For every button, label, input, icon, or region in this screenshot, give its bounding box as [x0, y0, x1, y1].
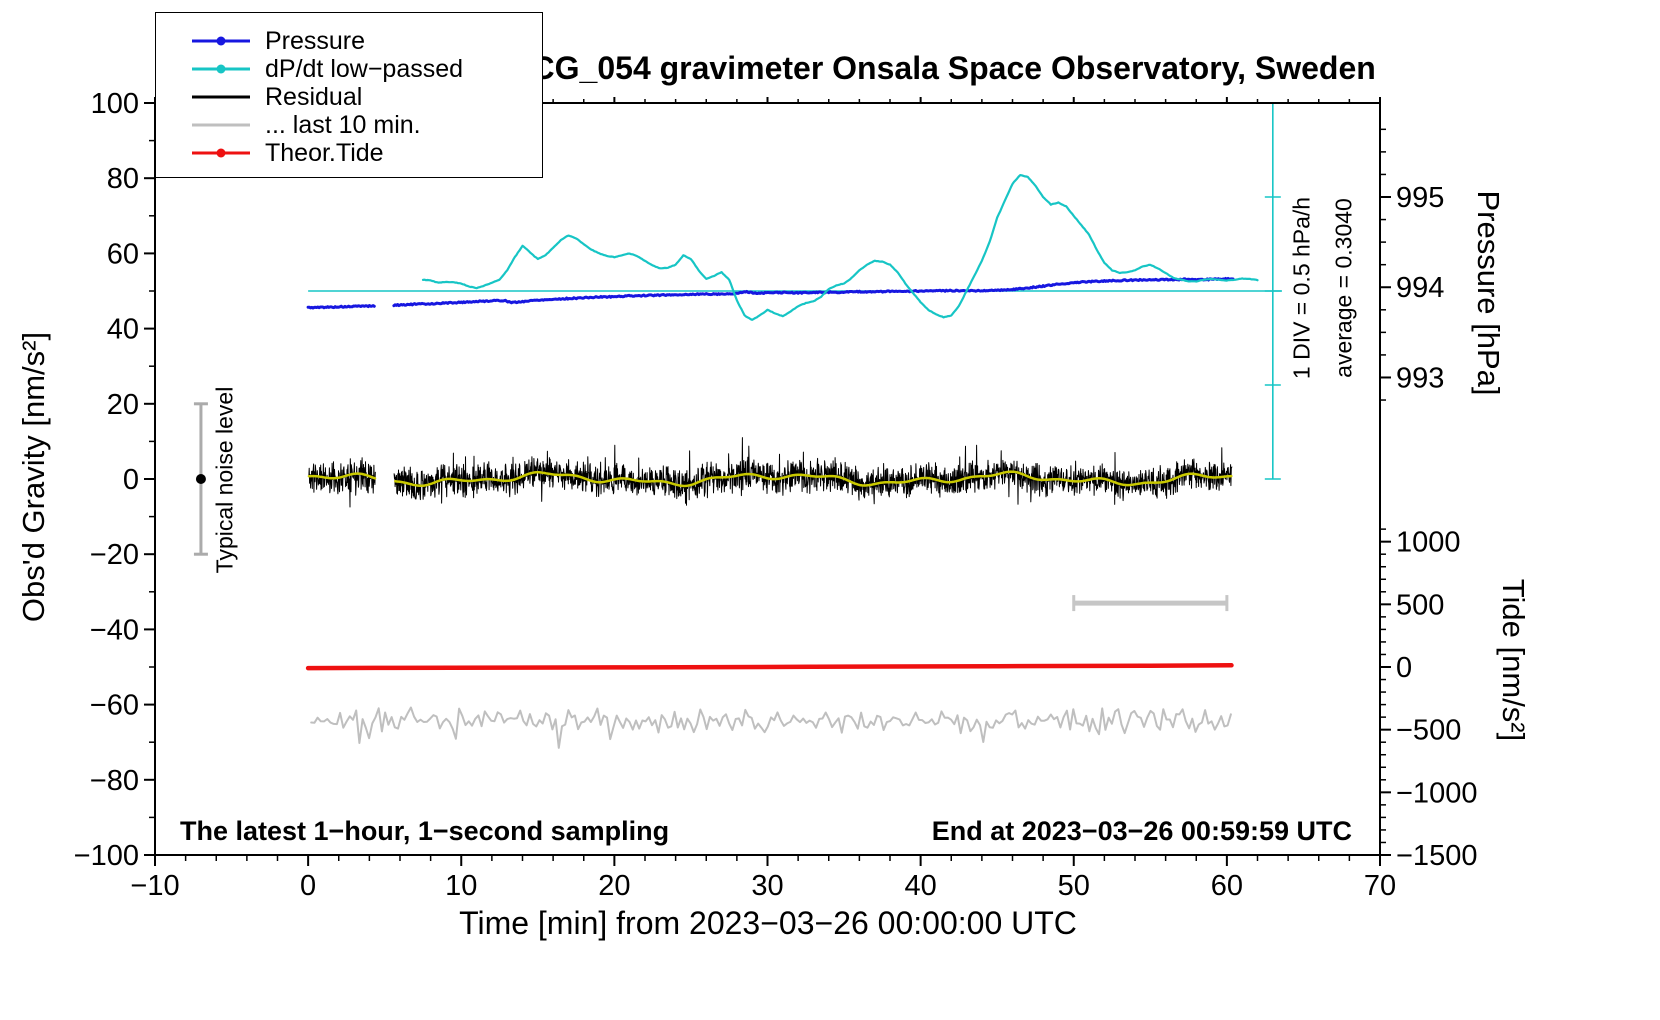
gravity-tick-label: 0 [123, 464, 139, 496]
legend-label: Residual [265, 82, 363, 111]
theortide-line-icon [192, 148, 250, 158]
noise-level-dot [195, 474, 206, 484]
pressure-tick-label: 993 [1396, 362, 1444, 394]
gravity-tick-label: −60 [90, 690, 139, 722]
pressure-axis-label: Pressure [hPa] [1471, 190, 1506, 396]
x-tick-label: 10 [445, 870, 477, 902]
x-tick-label: 70 [1364, 870, 1396, 902]
series-last10 [310, 706, 1232, 749]
div-scale-label: 1 DIV = 0.5 hPa/h [1288, 196, 1315, 380]
series-dpdt [421, 174, 1259, 321]
pressure-line-icon [192, 36, 250, 46]
chart-title: SCG_054 gravimeter Onsala Space Observat… [510, 50, 1376, 86]
gravity-tick-label: −100 [74, 840, 139, 872]
legend-item-pressure: Pressure [190, 27, 542, 55]
x-tick-label: 40 [904, 870, 936, 902]
legend: Pressure dP/dt low−passed Residual ... l… [155, 12, 543, 178]
residual-line-icon [192, 95, 250, 99]
legend-label: ... last 10 min. [265, 110, 421, 139]
last10-line-icon [192, 123, 250, 127]
tide-tick-label: −1500 [1396, 840, 1477, 872]
typical-noise-level-label: Typical noise level [211, 386, 238, 574]
gravity-tick-label: −20 [90, 539, 139, 571]
gravity-tick-label: 20 [107, 389, 139, 421]
gravity-tick-label: 100 [91, 88, 139, 120]
average-label: average = 0.3040 [1330, 198, 1357, 378]
legend-item-theortide: Theor.Tide [190, 139, 542, 167]
legend-item-dpdt: dP/dt low−passed [190, 55, 542, 83]
gravity-tick-label: −80 [90, 765, 139, 797]
sampling-note: The latest 1−hour, 1−second sampling [180, 816, 670, 846]
tide-tick-label: 0 [1396, 652, 1412, 684]
x-tick-label: 50 [1058, 870, 1090, 902]
gravity-tick-label: −40 [90, 614, 139, 646]
series-pressure [306, 276, 1235, 310]
gravity-tick-label: 40 [107, 314, 139, 346]
legend-item-last10: ... last 10 min. [190, 111, 542, 139]
tide-tick-label: −1000 [1396, 777, 1477, 809]
x-tick-label: 0 [300, 870, 316, 902]
pressure-tick-label: 995 [1396, 182, 1444, 214]
tide-tick-label: 1000 [1396, 527, 1461, 559]
gravity-tick-label: 60 [107, 238, 139, 270]
series-tide [305, 663, 1234, 671]
gravity-axis-label: Obs'd Gravity [nm/s²] [16, 331, 51, 623]
x-tick-label: −10 [130, 870, 179, 902]
legend-label: dP/dt low−passed [265, 54, 464, 83]
x-axis-label: Time [min] from 2023−03−26 00:00:00 UTC [459, 905, 1077, 941]
legend-label: Theor.Tide [265, 138, 384, 167]
x-tick-label: 60 [1211, 870, 1243, 902]
gravity-tick-label: 80 [107, 163, 139, 195]
legend-label: Pressure [265, 26, 366, 55]
series-yellow [307, 470, 1233, 488]
dpdt-line-icon [192, 64, 250, 74]
series-residual [308, 437, 1233, 508]
pressure-tick-label: 994 [1396, 272, 1444, 304]
tide-tick-label: −500 [1396, 715, 1461, 747]
tide-tick-label: 500 [1396, 589, 1444, 621]
end-time-note: End at 2023−03−26 00:59:59 UTC [931, 816, 1352, 846]
tide-axis-label: Tide [nm/s²] [1496, 578, 1531, 742]
x-tick-label: 20 [598, 870, 630, 902]
legend-item-residual: Residual [190, 83, 542, 111]
x-tick-label: 30 [751, 870, 783, 902]
